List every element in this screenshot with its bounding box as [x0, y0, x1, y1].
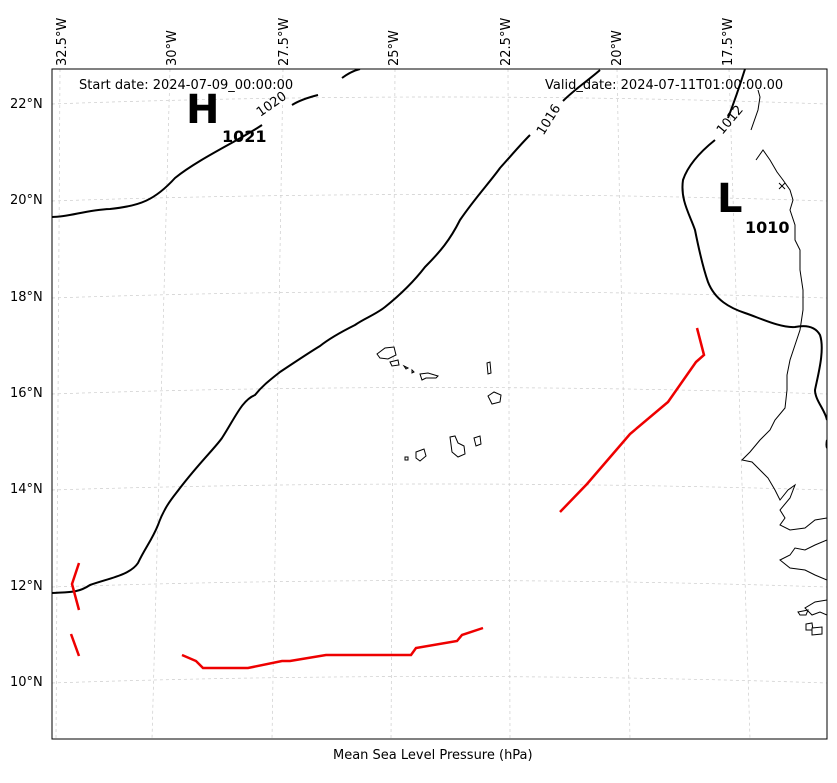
lon-tick-label: 27.5°W	[277, 17, 292, 66]
lat-tick-label: 20°N	[10, 193, 43, 208]
parallel-line	[52, 194, 827, 202]
isobar-1016	[52, 69, 601, 594]
island-sao-nicolau	[419, 372, 439, 381]
meridian-line	[728, 69, 751, 739]
lat-tick-label: 22°N	[10, 97, 43, 112]
island-brava	[404, 456, 409, 461]
parallel-line	[52, 483, 827, 491]
island-bijagos	[811, 626, 823, 636]
meridian-line	[390, 69, 396, 739]
low-pressure-value: 1010	[745, 218, 790, 237]
lon-tick-label: 17.5°W	[721, 17, 736, 66]
lat-tick-label: 12°N	[10, 579, 43, 594]
map-xlabel: Mean Sea Level Pressure (hPa)	[333, 748, 533, 763]
graticule	[52, 69, 827, 739]
meridian-line	[616, 69, 631, 739]
parallel-line	[52, 580, 827, 588]
front-south	[181, 626, 484, 670]
lon-tick-label: 22.5°W	[499, 17, 514, 66]
island-santa-luzia	[402, 364, 410, 370]
lat-tick-label: 14°N	[10, 482, 43, 497]
high-pressure-value: 1021	[222, 127, 267, 146]
meridian-line	[271, 69, 284, 739]
map-background	[52, 69, 827, 739]
start-date-label: Start date: 2024-07-09_00:00:00	[79, 78, 294, 93]
lat-tick-label: 18°N	[10, 290, 43, 305]
island-boa-vista	[487, 391, 502, 405]
lon-tick-label: 30°W	[165, 30, 180, 66]
island-bijagos	[797, 609, 809, 616]
low-center-marker	[778, 182, 786, 190]
lat-tick-label: 10°N	[10, 675, 43, 690]
low-pressure-symbol: L	[717, 176, 743, 222]
lat-tick-label: 16°N	[10, 386, 43, 401]
parallel-line	[52, 676, 827, 684]
lon-tick-label: 20°W	[610, 30, 625, 66]
front-east	[559, 327, 706, 513]
front-west-lower	[69, 633, 81, 657]
lon-tick-label: 25°W	[387, 30, 402, 66]
parallel-line	[52, 387, 827, 395]
meridian-line	[151, 69, 171, 739]
map-frame	[51, 68, 828, 740]
island-branco	[411, 368, 415, 374]
lon-tick-label: 32.5°W	[55, 17, 70, 66]
island-sal	[486, 361, 492, 375]
parallel-line	[52, 291, 827, 299]
island-sao-vicente	[389, 359, 400, 367]
front-west-upper	[70, 562, 81, 611]
coastlines	[376, 89, 827, 636]
high-pressure-symbol: H	[186, 87, 220, 133]
parallel-line	[52, 96, 827, 105]
island-santo-antao	[376, 346, 397, 360]
meridian-line	[507, 69, 511, 739]
valid-date-label: Valid_date: 2024-07-11T01:00:00.00	[545, 78, 784, 93]
africa-coastline	[740, 89, 827, 616]
meridian-line	[55, 69, 61, 739]
fronts	[69, 327, 706, 670]
island-santiago	[449, 435, 466, 458]
island-maio	[473, 435, 482, 447]
island-fogo	[415, 448, 427, 462]
